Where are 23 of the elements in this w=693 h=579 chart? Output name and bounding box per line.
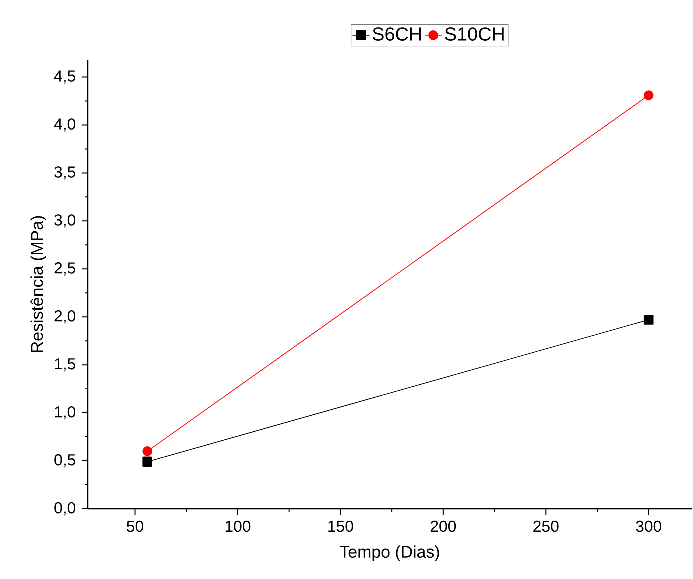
y-tick-label: 2,5: [54, 262, 76, 276]
y-tick-label: 3,0: [54, 214, 76, 228]
y-tick-label: 4,0: [54, 118, 76, 132]
y-tick-label: 1,0: [55, 406, 76, 420]
x-tick-label: 300: [636, 520, 662, 532]
point: [644, 90, 654, 100]
y-tick-label: 2,0: [54, 310, 76, 324]
legend-label: S6CH: [372, 28, 422, 41]
y-tick-label: 3,5: [54, 166, 76, 180]
y-tick-label: 4,5: [54, 70, 76, 84]
point: [644, 315, 654, 325]
x-tick-label: 50: [127, 520, 144, 532]
y-tick-label: 0,0: [54, 502, 76, 516]
legend-label: S10CH: [445, 28, 504, 41]
y-axis-title: Resistência (MPa): [30, 216, 47, 352]
point: [142, 446, 152, 456]
x-tick-label: 250: [534, 520, 559, 532]
x-tick-label: 100: [226, 520, 251, 532]
x-tick-label: 200: [430, 520, 456, 532]
y-tick-label: 1,5: [55, 358, 76, 372]
x-axis-title: Tempo (Dias): [340, 546, 440, 562]
x-tick-label: 150: [328, 520, 354, 532]
y-tick-label: 0,5: [54, 454, 76, 468]
